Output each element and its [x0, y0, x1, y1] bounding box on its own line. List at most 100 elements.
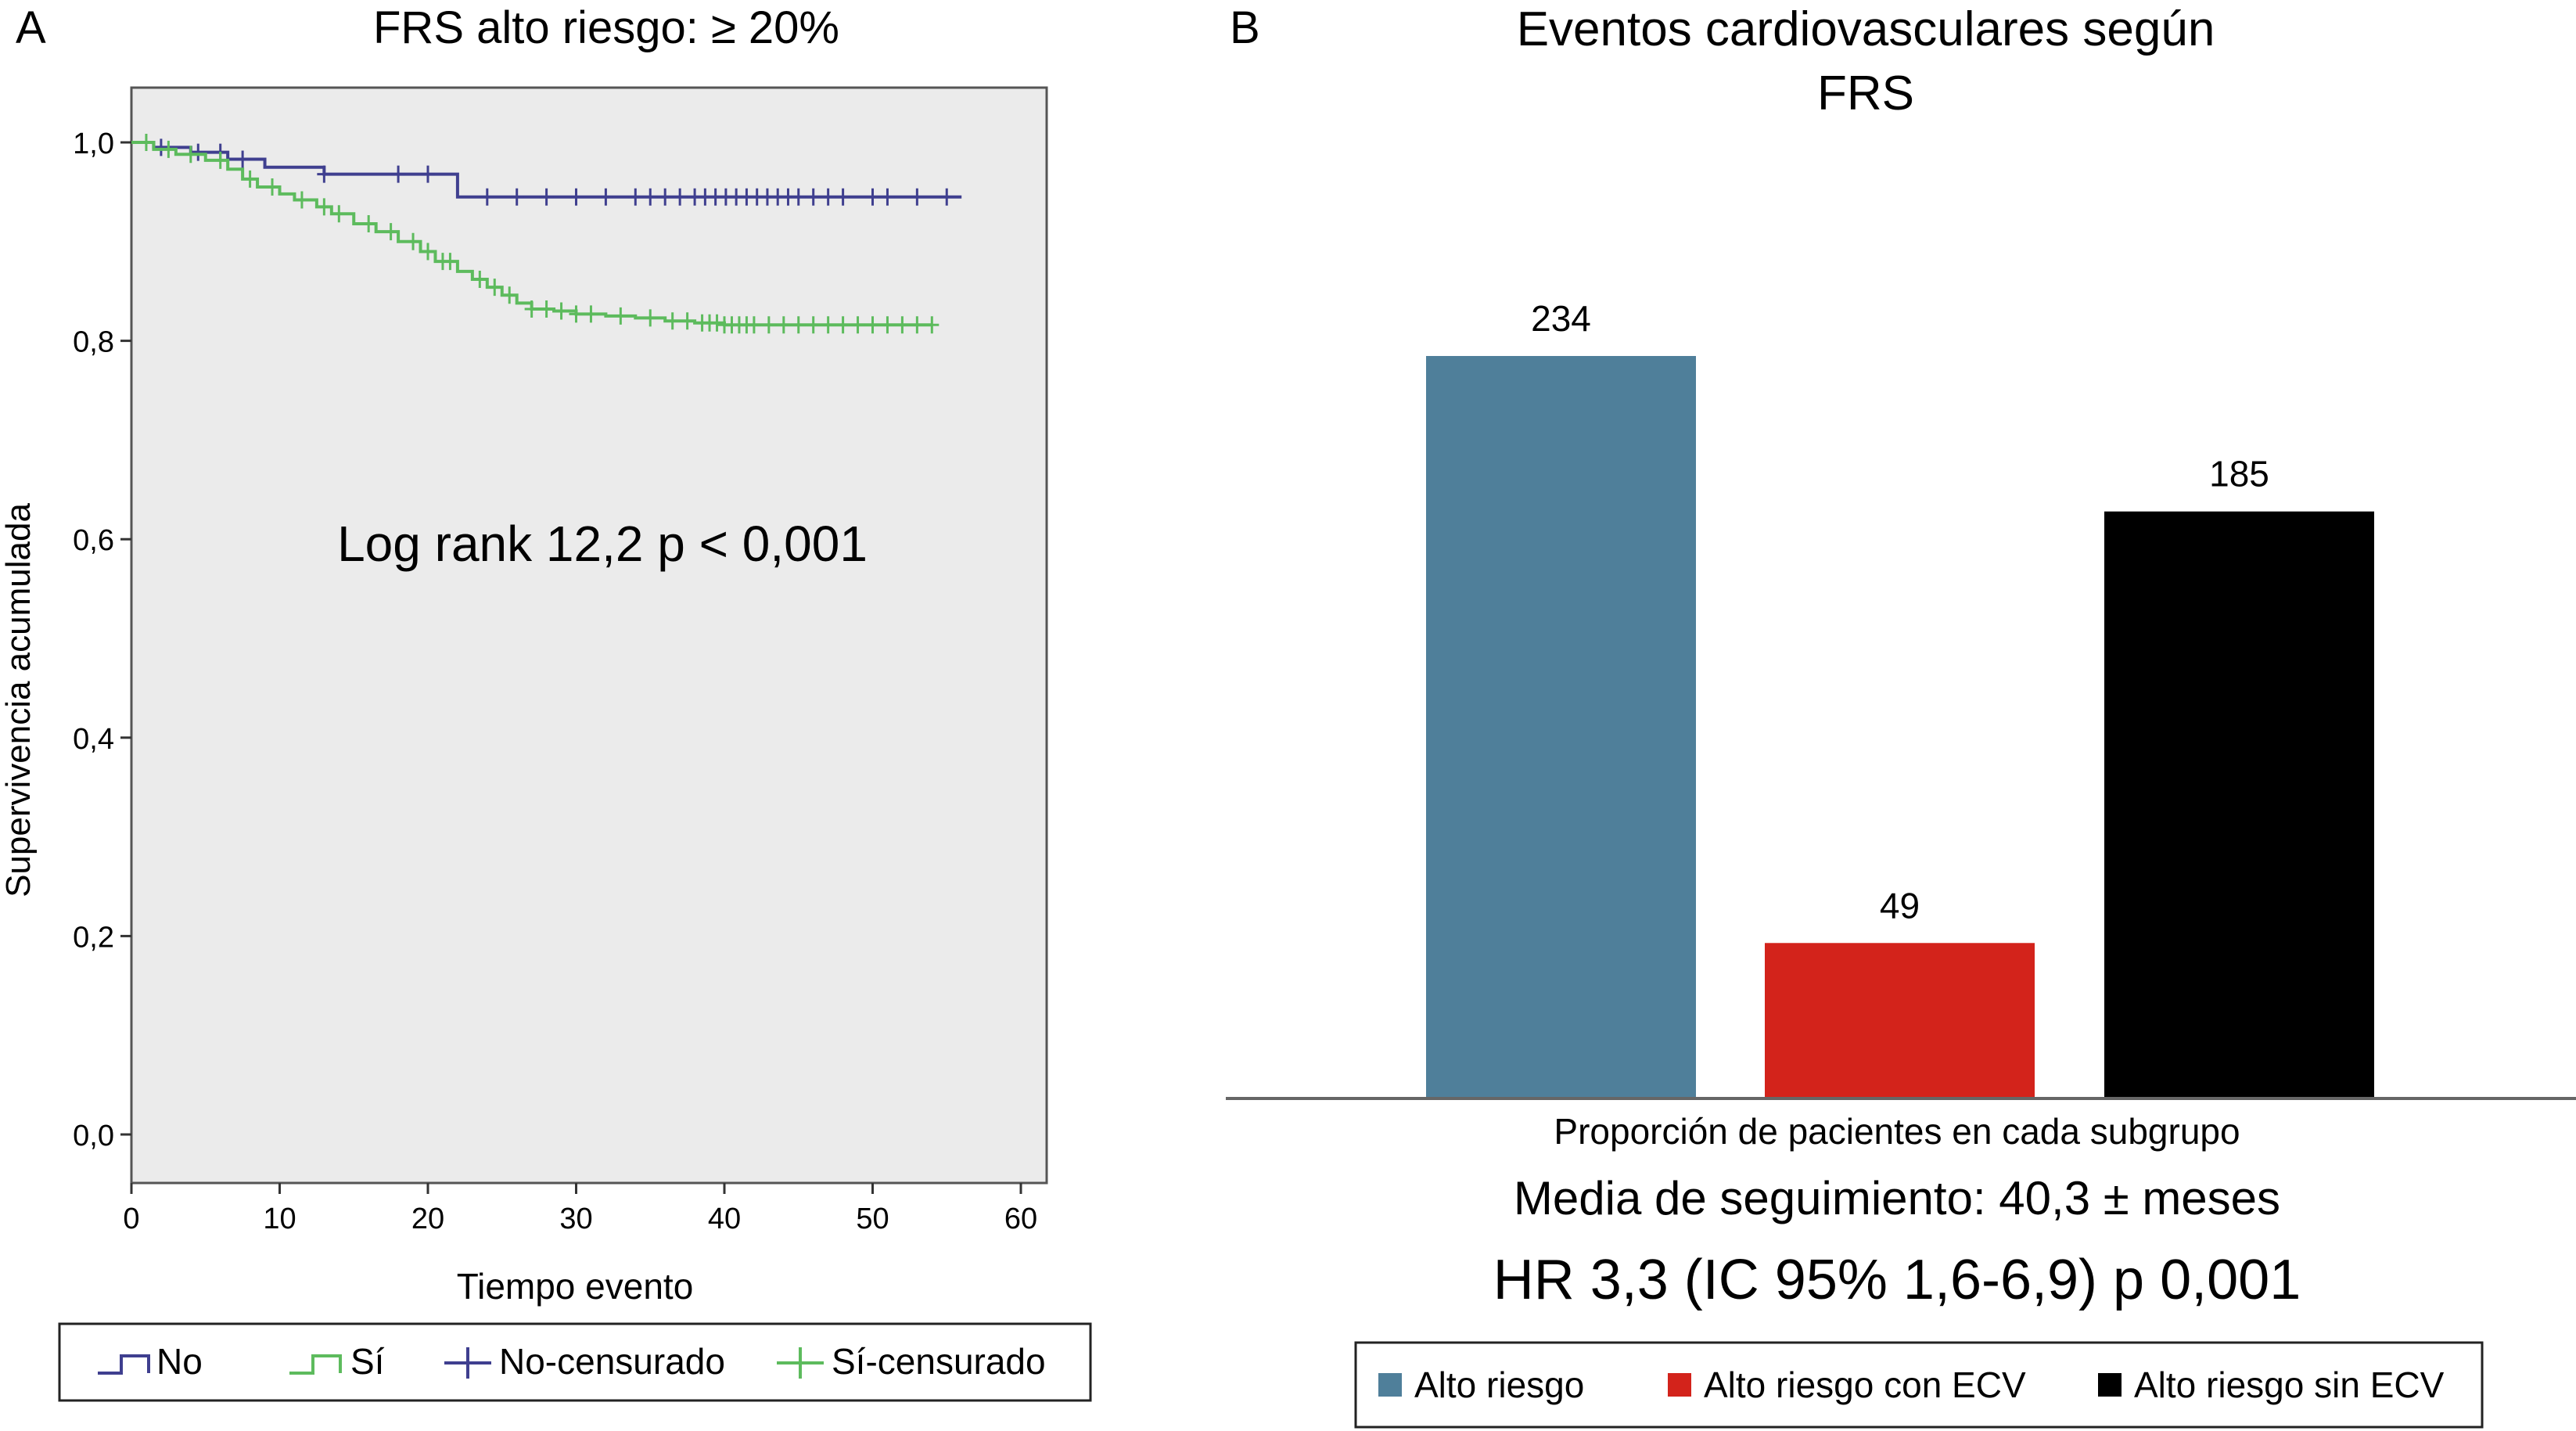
km-censor-mark	[584, 305, 598, 323]
km-censor-mark	[539, 188, 554, 206]
km-legend-label: Sí-censurado	[832, 1341, 1046, 1382]
km-censor-mark	[658, 188, 673, 206]
km-censor-mark	[665, 312, 680, 330]
km-censor-mark	[509, 188, 524, 206]
bar-value-label: 49	[1880, 885, 1920, 926]
km-censor-mark	[821, 316, 835, 334]
km-censor-mark	[598, 188, 613, 206]
km-x-tick-label: 0	[123, 1203, 139, 1235]
km-x-axis-label: Tiempo evento	[457, 1266, 694, 1307]
km-y-axis: 0,0 0,2 0,4 0,6 0,8 1,0	[73, 128, 131, 1152]
km-censor-mark	[332, 205, 347, 223]
bar	[1426, 356, 1696, 1098]
km-censor-mark	[628, 188, 643, 206]
km-censor-mark	[880, 188, 895, 206]
legend-no-censored-icon	[444, 1347, 491, 1379]
km-censor-mark	[161, 140, 176, 158]
km-y-tick-label: 1,0	[73, 128, 114, 160]
legend-si-icon	[289, 1354, 342, 1375]
km-censor-mark	[243, 170, 257, 188]
km-legend-box	[58, 1322, 1092, 1402]
km-censor-mark	[421, 165, 435, 183]
km-censor-mark	[569, 305, 584, 323]
km-legend-label: No	[156, 1341, 203, 1382]
panel-b: B Eventos cardiovasculares según FRS 234…	[1226, 2, 2576, 1429]
km-x-tick-label: 10	[263, 1203, 296, 1235]
km-censor-mark	[613, 307, 628, 325]
km-curves	[131, 134, 962, 334]
km-censor-mark	[138, 134, 153, 151]
bar-chart-subtitle: Media de seguimiento: 40,3 ± meses	[1514, 1172, 2280, 1224]
bar-chart-stat: HR 3,3 (IC 95% 1,6-6,9) p 0,001	[1493, 1249, 2301, 1311]
km-censor-mark	[710, 314, 724, 332]
km-legend: No Sí No-censurado Sí-censurado	[58, 1322, 1092, 1402]
km-censor-mark	[183, 146, 198, 164]
km-annotation: Log rank 12,2 p < 0,001	[337, 516, 868, 572]
km-censor-mark	[895, 316, 910, 334]
bar	[1765, 943, 2035, 1098]
km-censor-mark	[472, 270, 487, 288]
km-y-tick-label: 0,2	[73, 921, 114, 954]
km-censor-mark	[910, 188, 925, 206]
km-censor-mark	[539, 300, 554, 318]
km-censor-mark	[673, 188, 688, 206]
km-y-axis-label: Supervivencia acumulada	[0, 503, 38, 897]
bar	[2104, 511, 2374, 1098]
km-censor-mark	[880, 316, 895, 334]
legend-swatch	[1378, 1373, 1402, 1397]
legend-swatch	[2098, 1373, 2122, 1397]
bar-chart-bars: 234 49 185	[1426, 298, 2374, 1098]
km-censor-mark	[776, 316, 791, 334]
bar-chart-title-line2: FRS	[1817, 67, 1914, 120]
km-legend-label: Sí	[350, 1341, 385, 1382]
bar-legend: Alto riesgo Alto riesgo con ECV Alto rie…	[1354, 1341, 2484, 1429]
km-censor-mark	[383, 223, 398, 241]
km-x-tick-label: 30	[559, 1203, 592, 1235]
bar-legend-box	[1354, 1341, 2484, 1429]
km-censor-mark	[940, 188, 954, 206]
bar-legend-label: Alto riesgo	[1414, 1364, 1584, 1405]
km-censor-mark	[191, 143, 206, 161]
km-x-tick-label: 60	[1004, 1203, 1037, 1235]
km-censor-mark	[791, 316, 806, 334]
km-censor-mark	[443, 253, 458, 271]
km-censor-mark	[746, 316, 761, 334]
km-censor-mark	[502, 286, 517, 304]
km-x-tick-label: 20	[411, 1203, 444, 1235]
bar-chart-title-line1: Eventos cardiovasculares según	[1517, 2, 2215, 56]
bar-chart-x-label: Proporción de pacientes en cada subgrupo	[1554, 1111, 2240, 1152]
km-x-axis: 0 10 20 30 40 50 60	[123, 1183, 1037, 1235]
km-censor-mark	[213, 151, 228, 169]
km-censor-mark	[791, 188, 806, 206]
km-y-tick-label: 0,4	[73, 723, 114, 756]
km-censor-mark	[865, 188, 880, 206]
km-censor-mark	[680, 312, 695, 330]
bar-value-label: 234	[1531, 298, 1591, 339]
km-plot-area	[130, 86, 1048, 1185]
km-censor-mark	[391, 165, 406, 183]
km-censor-mark	[806, 316, 821, 334]
km-censor-mark	[153, 138, 168, 156]
panel-a: A FRS alto riesgo: ≥ 20% 0,0 0,2 0,4 0,6 0,8…	[0, 2, 1092, 1402]
km-x-tick-label: 50	[856, 1203, 889, 1235]
km-censor-mark	[235, 150, 250, 168]
km-censor-mark	[361, 214, 376, 232]
km-censor-mark	[524, 300, 539, 318]
legend-swatch	[1668, 1373, 1691, 1397]
km-censor-mark	[265, 178, 280, 196]
km-y-tick-label: 0,0	[73, 1120, 114, 1152]
km-y-tick-label: 0,6	[73, 524, 114, 557]
km-x-tick-label: 40	[708, 1203, 741, 1235]
km-censor-mark	[643, 188, 658, 206]
km-censor-mark	[761, 316, 776, 334]
bar-legend-label: Alto riesgo sin ECV	[2134, 1364, 2445, 1405]
km-censor-mark	[421, 243, 435, 261]
legend-si-censored-icon	[777, 1347, 824, 1379]
km-censor-mark	[643, 309, 658, 327]
km-censor-mark	[317, 198, 332, 216]
legend-no-icon	[98, 1354, 150, 1375]
km-censor-mark	[317, 165, 332, 183]
km-censor-mark	[910, 316, 925, 334]
km-censor-mark	[554, 302, 569, 320]
